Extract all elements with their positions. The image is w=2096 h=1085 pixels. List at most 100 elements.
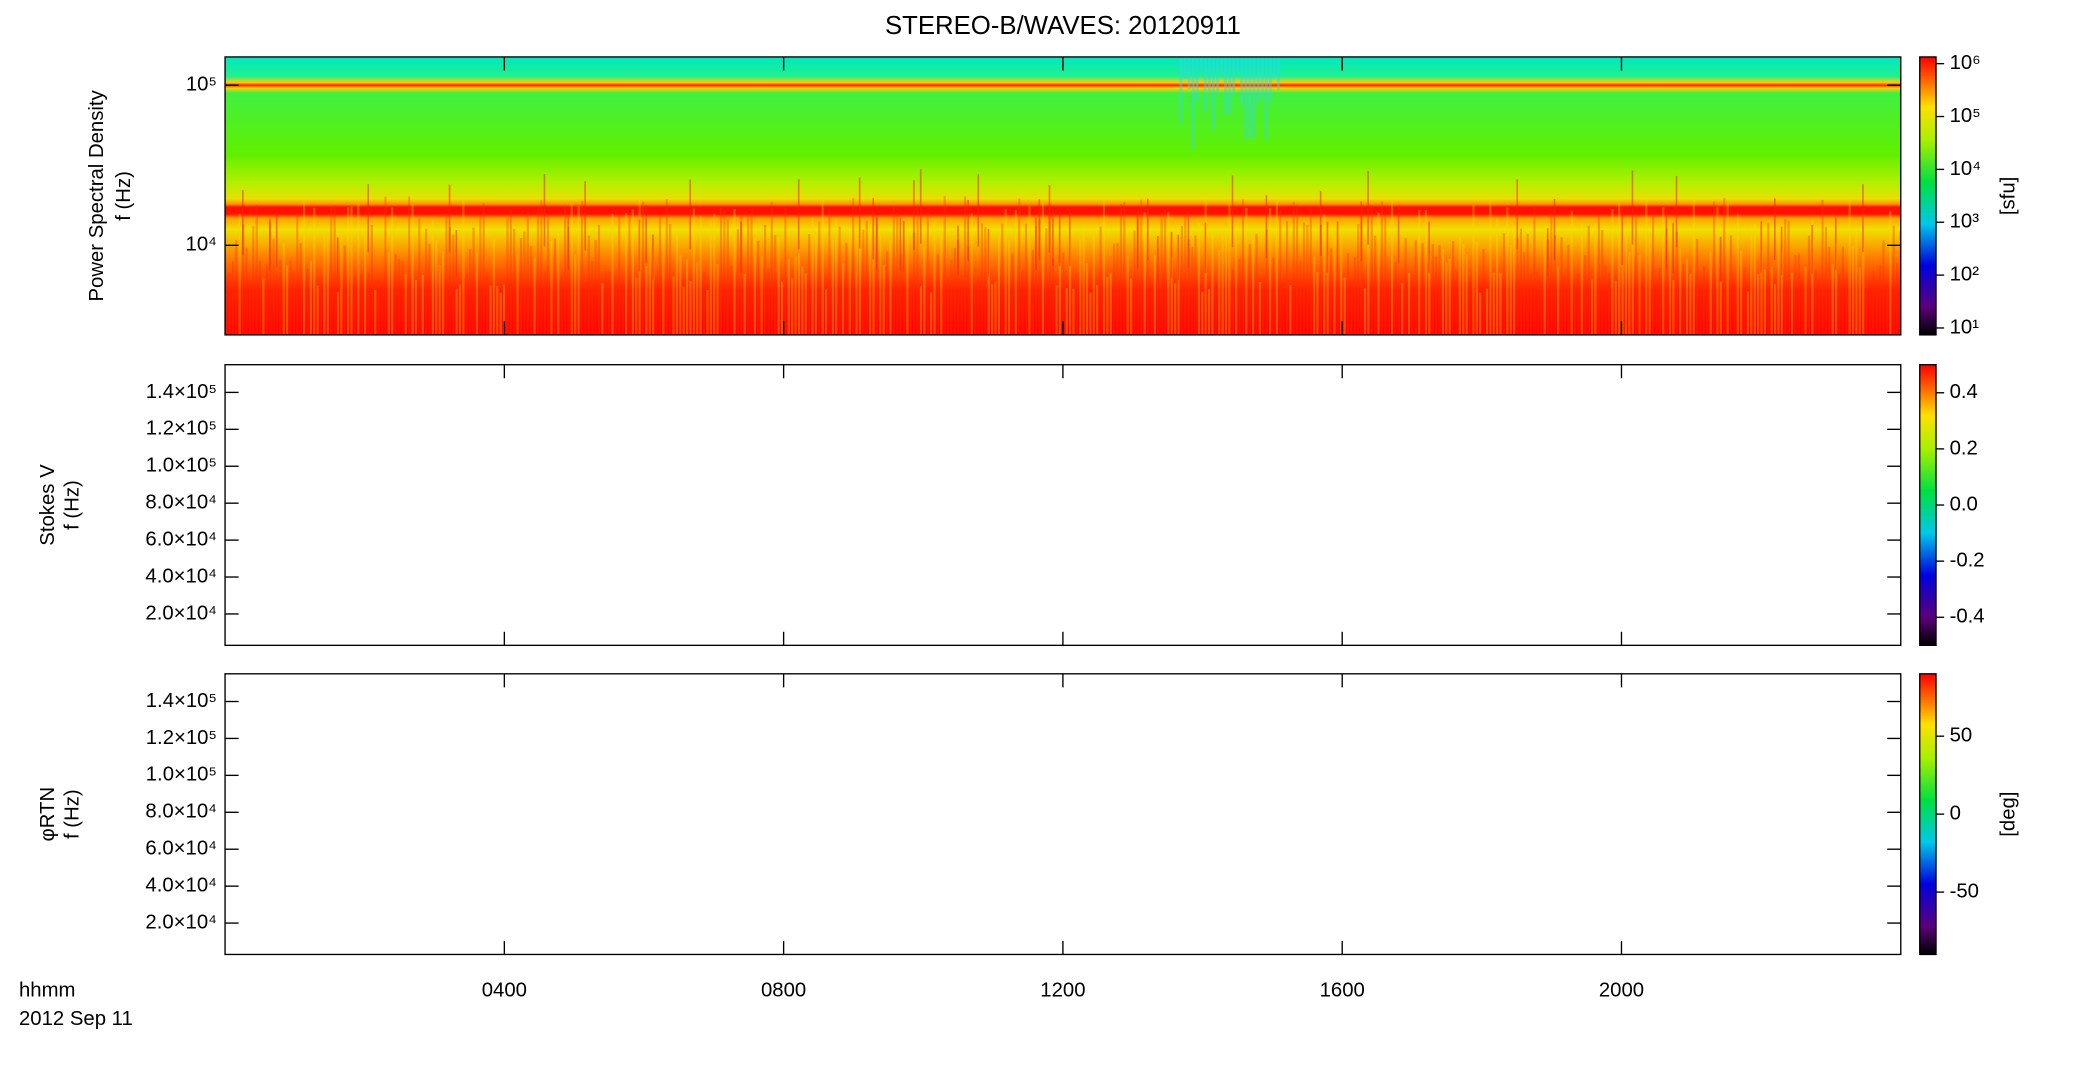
spectrogram-texture: [296, 209, 299, 335]
spectrogram-texture: [1350, 289, 1353, 335]
spectrogram-texture: [1195, 56, 1199, 102]
colorbar-label: [deg]: [1998, 792, 2020, 837]
spectrogram-texture: [384, 196, 387, 335]
colorbar: [1919, 56, 1937, 336]
spectrogram-texture: [1038, 199, 1041, 261]
spectrogram-texture: [1533, 205, 1536, 335]
spectrogram-texture: [967, 246, 970, 335]
spectrogram-texture: [567, 216, 570, 270]
spectrogram-texture: [1563, 275, 1567, 335]
spectrogram-texture: [347, 207, 350, 335]
spectrogram-texture: [1818, 279, 1821, 335]
spectrogram-texture: [1882, 240, 1885, 335]
x-tick-label: 2000: [1599, 979, 1644, 1001]
spectrogram-texture: [628, 216, 631, 335]
spectrogram-texture: [1216, 56, 1219, 94]
spectrogram-texture: [946, 277, 950, 335]
spectrogram-texture: [991, 284, 994, 335]
spectrogram-texture: [502, 284, 506, 335]
spectrogram-texture: [648, 238, 651, 335]
y-tick-label: 6.0×10⁴: [145, 838, 216, 860]
spectrogram-texture: [913, 232, 916, 335]
spectrogram-texture: [272, 238, 275, 335]
spectrogram-texture: [425, 228, 428, 335]
spectrogram-texture: [652, 246, 655, 335]
spectrogram-texture: [1323, 214, 1326, 335]
spectrogram-texture: [523, 231, 526, 335]
y-axis-label: Stokes V: [37, 464, 59, 546]
spectrogram-texture: [1577, 273, 1580, 335]
spectrogram-texture: [730, 265, 733, 335]
spectrogram-texture: [1353, 256, 1356, 335]
spectrogram-texture: [367, 184, 370, 252]
spectrogram-texture: [699, 215, 702, 335]
spectrogram-texture: [747, 214, 750, 335]
colorbar-tick-label: 0.2: [1950, 437, 1978, 459]
y-tick-label: 10⁴: [186, 234, 217, 256]
spectrogram-texture: [1550, 208, 1553, 335]
spectrogram-texture: [1716, 206, 1719, 335]
spectrogram-texture: [1089, 292, 1092, 335]
spectrogram-texture: [1380, 201, 1384, 335]
spectrogram-texture: [1343, 277, 1346, 335]
spectrogram-texture: [1675, 231, 1678, 335]
spectrogram-texture: [601, 283, 604, 335]
spectrogram-texture: [1784, 218, 1787, 335]
spectrogram-texture: [1868, 292, 1872, 335]
spectrogram-texture: [1689, 273, 1692, 335]
spectrogram-texture: [1896, 262, 1899, 335]
spectrogram-texture: [1807, 235, 1811, 335]
spectrogram-texture: [858, 237, 862, 335]
spectrogram-texture: [1052, 208, 1054, 266]
spectrogram-texture: [1777, 235, 1780, 335]
x-tick-label: 0400: [482, 979, 527, 1001]
spectrogram-texture: [1313, 256, 1316, 335]
spectrogram-texture: [1228, 203, 1231, 335]
y-axis-label: f (Hz): [62, 480, 84, 530]
spectrogram-texture: [492, 239, 495, 335]
spectrogram-texture: [1316, 272, 1319, 335]
spectrogram-texture: [1065, 288, 1068, 335]
spectrogram-texture: [1085, 263, 1089, 335]
spectrogram-texture: [645, 266, 648, 335]
plot-frame: [224, 673, 1902, 956]
spectrogram-texture: [1140, 199, 1143, 335]
spectrogram-texture: [804, 273, 807, 335]
spectrogram-texture: [719, 208, 723, 335]
spectrogram-texture: [638, 219, 641, 272]
spectrogram-texture: [1733, 281, 1736, 335]
spectrogram-texture: [1272, 257, 1275, 335]
spectrogram-texture: [1614, 280, 1617, 335]
spectrogram-texture: [658, 214, 662, 335]
spectrogram-texture: [1567, 244, 1570, 335]
spectrogram-texture: [1069, 231, 1072, 335]
spectrogram-texture: [1184, 213, 1187, 335]
colorbar-tick-label: 0.0: [1950, 493, 1978, 515]
spectrogram-texture: [1506, 207, 1509, 335]
spectrogram-texture: [536, 207, 540, 335]
spectrogram-texture: [543, 270, 546, 335]
spectrogram-texture: [1621, 207, 1624, 265]
spectrogram-texture: [353, 292, 357, 335]
spectrogram-texture: [899, 253, 902, 335]
spectrogram-texture: [1546, 238, 1550, 335]
spectrogram-texture: [1523, 252, 1526, 335]
spectrogram-texture: [974, 286, 977, 335]
spectrogram-texture: [255, 204, 258, 335]
spectrogram-texture: [1252, 56, 1256, 139]
spectrogram-texture: [1452, 240, 1455, 335]
spectrogram-texture: [350, 206, 353, 335]
spectrogram-texture: [1191, 56, 1195, 150]
spectrogram-texture: [1668, 220, 1672, 335]
spectrogram-texture: [1069, 209, 1071, 266]
spectrogram-texture: [1102, 201, 1106, 335]
spectrogram-texture: [614, 288, 618, 335]
spectrogram-texture: [313, 207, 316, 335]
spectrogram-texture: [801, 266, 804, 335]
spectrogram-texture: [458, 284, 462, 335]
spectrogram-texture: [303, 201, 306, 335]
spectrogram-texture: [245, 247, 248, 335]
spectrogram-texture: [1712, 201, 1716, 335]
spectrogram-texture: [930, 292, 933, 335]
spectrogram-texture: [1377, 212, 1380, 335]
